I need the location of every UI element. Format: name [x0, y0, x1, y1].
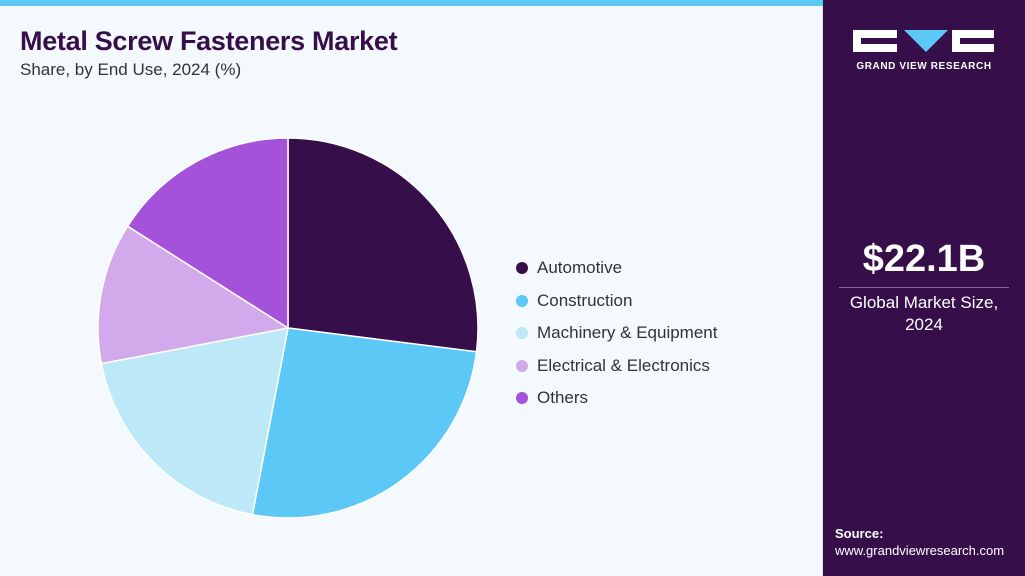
brand-logo: GRAND VIEW RESEARCH — [852, 28, 996, 74]
legend-swatch — [516, 262, 528, 275]
info-sidebar: GRAND VIEW RESEARCH $22.1B Global Market… — [823, 0, 1025, 576]
legend-item: Automotive — [516, 252, 717, 285]
legend-item: Machinery & Equipment — [516, 317, 717, 350]
legend-label: Automotive — [537, 258, 623, 278]
pie-chart — [97, 137, 479, 519]
logo-text: GRAND VIEW RESEARCH — [856, 61, 992, 72]
accent-bar — [0, 0, 823, 6]
chart-subtitle: Share, by End Use, 2024 (%) — [20, 60, 242, 79]
logo-mark-icon — [853, 30, 994, 52]
divider — [839, 287, 1009, 288]
pie-slice-automotive — [287, 137, 479, 353]
chart-title: Metal Screw Fasteners Market — [20, 26, 398, 56]
legend-swatch — [516, 294, 528, 307]
legend-item: Others — [516, 382, 717, 415]
legend-label: Others — [537, 388, 589, 408]
chart-panel: Metal Screw Fasteners Market Share, by E… — [0, 0, 823, 576]
chart-legend: Automotive Construction Machinery & Equipm… — [516, 252, 717, 415]
source-link[interactable]: www.grandviewresearch.com — [835, 543, 1005, 558]
legend-item: Electrical & Electronics — [516, 350, 717, 383]
legend-swatch — [516, 359, 528, 372]
legend-label: Electrical & Electronics — [537, 355, 710, 375]
legend-item: Construction — [516, 285, 717, 318]
pie-slice-electrical-electronics — [97, 225, 291, 365]
source-label: Source: — [835, 526, 884, 541]
pie-slice-construction — [251, 327, 478, 519]
market-size-label: Global Market Size, 2024 — [849, 293, 999, 334]
legend-label: Machinery & Equipment — [537, 323, 718, 343]
market-size-value: $22.1B — [862, 238, 986, 280]
pie-slice-others — [126, 137, 289, 330]
legend-swatch — [516, 327, 528, 340]
legend-label: Construction — [537, 290, 633, 310]
pie-slice-machinery-equipment — [100, 327, 289, 516]
legend-swatch — [516, 392, 528, 405]
